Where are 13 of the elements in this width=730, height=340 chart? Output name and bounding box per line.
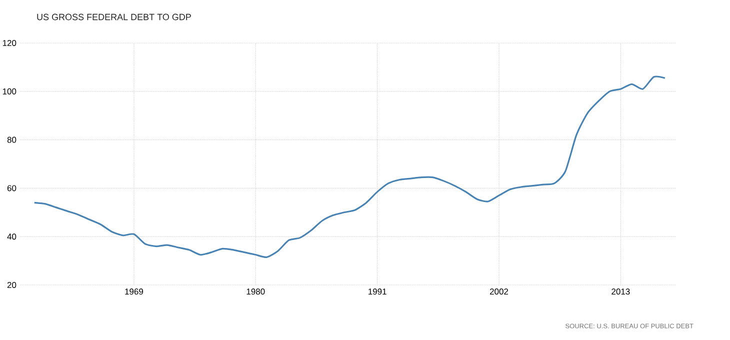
y-tick-label: 120 — [2, 40, 16, 46]
x-tick-label: 1991 — [368, 288, 386, 295]
x-tick-label: 1969 — [125, 288, 143, 295]
y-tick-label: 20 — [7, 282, 16, 288]
x-tick-label: 2013 — [612, 288, 630, 295]
y-tick-label: 60 — [7, 185, 16, 192]
chart-title: US GROSS FEDERAL DEBT TO GDP — [37, 14, 191, 20]
y-tick-label: 100 — [2, 88, 16, 94]
x-tick-label: 1980 — [246, 288, 265, 295]
y-tick-label: 80 — [7, 136, 16, 143]
y-tick-label: 40 — [7, 234, 16, 240]
x-tick-label: 2002 — [490, 288, 508, 295]
line-series — [34, 76, 666, 258]
